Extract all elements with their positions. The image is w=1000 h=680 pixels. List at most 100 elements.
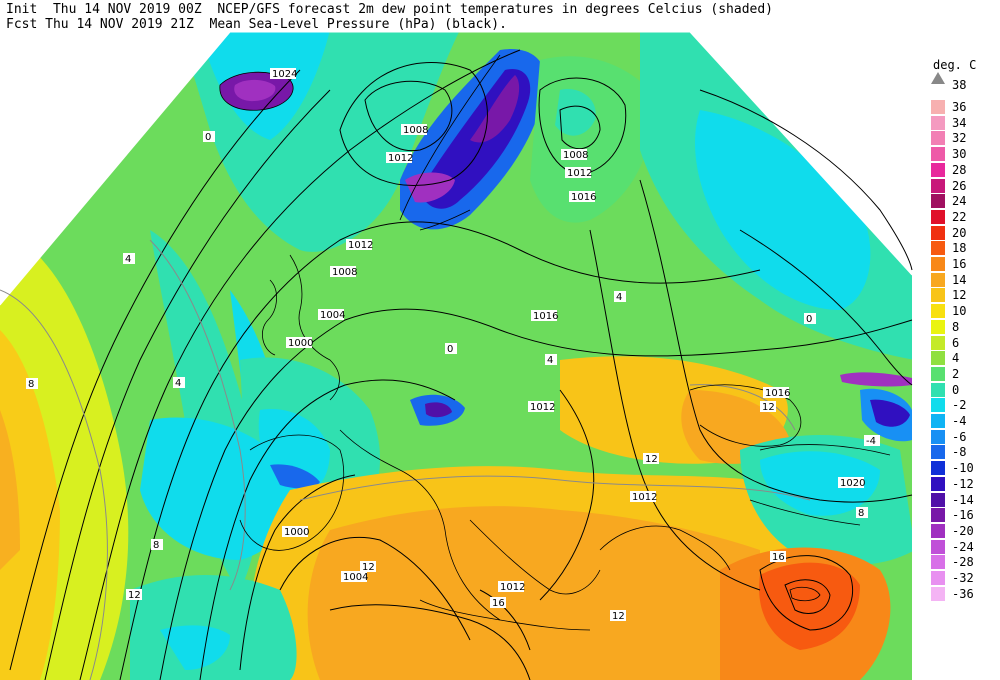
legend-swatch [931,116,945,130]
dewpoint-label: 0 [205,132,211,143]
chart-header-line2: Fcst Thu 14 NOV 2019 21Z Mean Sea-Level … [6,17,507,32]
legend-label: -10 [952,461,974,475]
legend-swatch [931,571,945,585]
legend-label: 18 [952,241,967,255]
dewpoint-contours [0,239,811,680]
legend-label: 12 [952,288,967,302]
legend-arrow-icon [931,72,945,84]
isobar-label: 1020 [840,478,865,489]
legend-swatch [931,100,945,114]
dewpoint-label: 8 [153,540,159,551]
isobar-label: 1000 [284,527,309,538]
legend-label: 14 [952,273,967,287]
legend-label: -8 [952,445,967,459]
isobar-label: 1016 [571,192,596,203]
legend-label: 4 [952,351,960,365]
legend-label: -12 [952,477,974,491]
legend-label: 30 [952,147,967,161]
legend-label: 0 [952,383,960,397]
dewpoint-label: 8 [858,508,864,519]
legend-swatch [931,147,945,161]
legend-label: 24 [952,194,967,208]
legend-swatch [931,241,945,255]
legend-label: -32 [952,571,974,585]
legend-swatch [931,304,945,318]
dewpoint-label: -4 [866,436,876,447]
legend-label: 16 [952,257,967,271]
isobars [9,49,913,680]
legend-label: 32 [952,131,967,145]
dewpoint-label: 4 [547,355,553,366]
legend-title: deg. C [933,58,977,72]
coastlines [219,54,891,631]
isobar-label: 1008 [332,267,357,278]
legend-label: -6 [952,430,967,444]
dewpoint-label: 16 [492,598,505,609]
isobar-label: 1012 [348,240,373,251]
dewpoint-label: 4 [616,292,622,303]
dewpoint-label: 4 [175,378,181,389]
isobar-label: 1016 [533,311,558,322]
isobar-label: 1000 [288,338,313,349]
legend-label: 28 [952,163,967,177]
legend-swatch [931,524,945,538]
legend-label: 34 [952,116,967,130]
legend-swatch [931,179,945,193]
legend-label: 20 [952,226,967,240]
legend-label: -2 [952,398,967,412]
isobar-label: 1012 [500,582,525,593]
isobar-label: 1004 [343,572,368,583]
legend-swatch [931,367,945,381]
legend-swatch [931,288,945,302]
isobar-label: 1016 [765,388,790,399]
isobar-label: 1012 [632,492,657,503]
legend-label: 6 [952,336,960,350]
legend-swatch [931,477,945,491]
legend-swatch [931,210,945,224]
legend-label: -36 [952,587,974,601]
isobar-label: 1012 [388,153,413,164]
dewpoint-label: 12 [362,562,375,573]
dewpoint-labels: 0 4 8 4 0 4 8 12 12 16 12 12 8 4 0 -4 16… [26,131,880,622]
isobar-labels: 1024 1008 1012 1008 1012 1016 1012 1008 … [270,68,865,593]
legend-label: -4 [952,414,967,428]
isobar-label: 1012 [530,402,555,413]
legend-swatch [931,383,945,397]
dewpoint-label: 0 [806,314,812,325]
legend-swatch [931,414,945,428]
map-frame [0,31,913,306]
isobar-label: 1004 [320,310,345,321]
legend-label: -14 [952,493,974,507]
isobar-label: 1012 [567,168,592,179]
legend-swatch [931,336,945,350]
legend-swatch [931,493,945,507]
legend-swatch [931,587,945,601]
legend-swatch [931,445,945,459]
legend-swatch [931,257,945,271]
legend-swatch [931,351,945,365]
dewpoint-label: 8 [28,379,34,390]
legend-top-label: 38 [952,78,967,92]
legend-label: 22 [952,210,967,224]
legend-swatch [931,430,945,444]
legend-swatch [931,226,945,240]
legend-swatch [931,131,945,145]
legend-label: 10 [952,304,967,318]
legend-swatch [931,398,945,412]
legend-label: 8 [952,320,960,334]
legend-swatch [931,555,945,569]
dewpoint-label: 12 [128,590,141,601]
dewpoint-label: 16 [772,552,785,563]
legend-label: -28 [952,555,974,569]
legend-swatch [931,540,945,554]
dewpoint-label: 4 [125,254,131,265]
isobar-label: 1008 [403,125,428,136]
legend-swatch [931,163,945,177]
legend-swatch [931,461,945,475]
legend-label: 2 [952,367,960,381]
chart-header-line1: Init Thu 14 NOV 2019 00Z NCEP/GFS foreca… [6,2,774,17]
dewpoint-label: 12 [762,402,775,413]
legend-swatch [931,194,945,208]
legend-swatch [931,508,945,522]
legend-label: -20 [952,524,974,538]
